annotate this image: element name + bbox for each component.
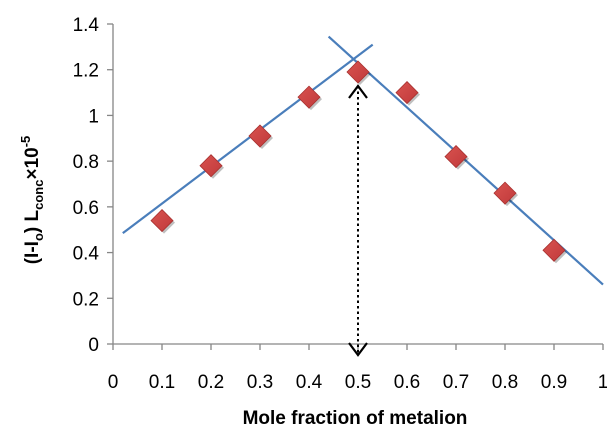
y-tick-label: 1 bbox=[88, 106, 99, 127]
x-tick-label: 0.3 bbox=[247, 372, 273, 393]
data-point bbox=[542, 238, 566, 262]
data-point bbox=[395, 81, 419, 105]
data-point bbox=[444, 145, 468, 169]
y-tick-label: 0.8 bbox=[73, 152, 99, 173]
annotation bbox=[348, 84, 368, 357]
x-tick-labels: 0 0.1 0.2 0.3 0.4 0.5 0.6 0.7 0.8 0.9 1 bbox=[108, 372, 607, 393]
y-tick-label: 0.6 bbox=[73, 198, 99, 219]
y-tick-label: 0.4 bbox=[73, 244, 100, 265]
x-tick-label: 0.9 bbox=[541, 372, 567, 393]
x-tick-label: 0.7 bbox=[443, 372, 469, 393]
y-tick-label: 0.2 bbox=[73, 289, 99, 310]
y-tick-labels: 0 0.2 0.4 0.6 0.8 1 1.2 1.4 bbox=[73, 15, 100, 356]
data-point bbox=[346, 60, 370, 84]
x-tick-label: 0.6 bbox=[394, 372, 420, 393]
data-point bbox=[297, 85, 321, 109]
y-tick-label: 1.4 bbox=[73, 15, 100, 36]
y-axis-title-sub2: conc bbox=[31, 180, 46, 210]
data-point bbox=[150, 209, 174, 233]
data-points bbox=[150, 60, 567, 264]
data-point bbox=[199, 154, 223, 178]
x-tick-label: 0.1 bbox=[149, 372, 175, 393]
annotation-arrowhead-down bbox=[348, 342, 368, 357]
y-axis-title: (I-Io) Lconc×10-5 bbox=[18, 136, 46, 265]
x-tick-label: 0.8 bbox=[492, 372, 518, 393]
data-point bbox=[248, 124, 272, 148]
y-axis-title-main: (I-I bbox=[22, 241, 43, 264]
x-tick-label: 0.4 bbox=[296, 372, 323, 393]
x-tick-label: 0.2 bbox=[198, 372, 224, 393]
y-axis-title-mid: ) L bbox=[22, 209, 43, 233]
y-tick-label: 0 bbox=[88, 335, 99, 356]
y-tick-label: 1.2 bbox=[73, 61, 99, 82]
axes bbox=[107, 23, 604, 350]
x-tick-label: 0 bbox=[108, 372, 119, 393]
x-tick-label: 1 bbox=[598, 372, 607, 393]
x-axis-title: Mole fraction of metalion bbox=[243, 408, 468, 429]
trendline bbox=[122, 43, 374, 235]
y-axis-title-times: ×10 bbox=[22, 147, 43, 179]
x-tick-label: 0.5 bbox=[345, 372, 371, 393]
annotation-arrowhead-up bbox=[348, 84, 368, 99]
y-axis-title-sub1: o bbox=[31, 233, 46, 241]
data-point bbox=[493, 181, 517, 205]
y-axis-title-sup: -5 bbox=[18, 136, 33, 148]
